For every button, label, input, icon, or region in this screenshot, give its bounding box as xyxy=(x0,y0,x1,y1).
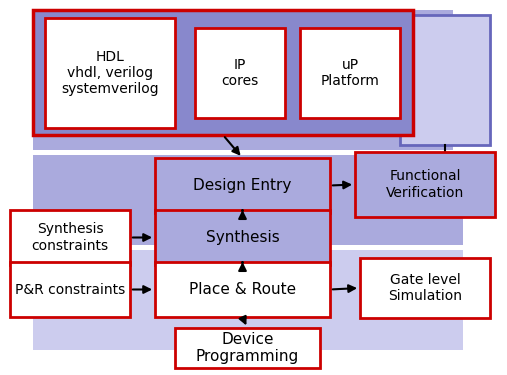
Text: Place & Route: Place & Route xyxy=(189,282,296,297)
Bar xyxy=(355,152,495,217)
Text: uP
Platform: uP Platform xyxy=(320,58,379,88)
Bar xyxy=(33,155,463,245)
Bar xyxy=(45,18,175,128)
Bar xyxy=(360,258,490,318)
Text: Synthesis
constraints: Synthesis constraints xyxy=(31,222,108,253)
Text: HDL
vhdl, verilog
systemverilog: HDL vhdl, verilog systemverilog xyxy=(61,50,159,96)
Bar xyxy=(400,15,490,145)
Bar xyxy=(33,250,463,350)
Text: IP
cores: IP cores xyxy=(222,58,259,88)
Text: P&R constraints: P&R constraints xyxy=(15,282,125,297)
Bar xyxy=(33,250,463,330)
Bar xyxy=(155,158,330,213)
Bar xyxy=(33,10,413,135)
Text: Gate level
Simulation: Gate level Simulation xyxy=(388,273,462,303)
Text: Functional
Verification: Functional Verification xyxy=(386,170,464,200)
Bar xyxy=(10,262,130,317)
Bar xyxy=(33,10,453,150)
Bar xyxy=(155,262,330,317)
Text: Design Entry: Design Entry xyxy=(193,178,292,193)
Bar xyxy=(175,328,320,368)
Text: Device
Programming: Device Programming xyxy=(196,332,299,364)
Bar xyxy=(300,28,400,118)
Bar xyxy=(10,210,130,265)
Text: Synthesis: Synthesis xyxy=(206,230,279,245)
Bar xyxy=(155,210,330,265)
Bar xyxy=(195,28,285,118)
